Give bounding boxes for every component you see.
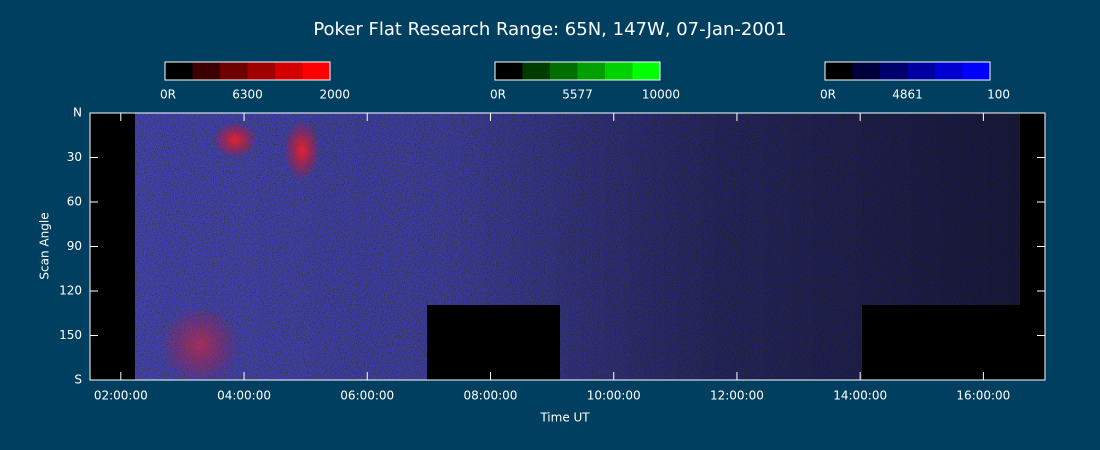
colorbar-label: 0R [490,88,506,102]
y-tick-label: N [73,106,82,120]
colorbar-cell [522,62,550,80]
x-tick-label: 06:00:00 [340,389,394,403]
x-axis-label: Time UT [539,411,590,425]
colorbar-cell [605,62,633,80]
colorbar-label: 6300 [232,88,263,102]
colorbar-label: 0R [160,88,176,102]
colorbar-cell [247,62,275,80]
y-tick-label: 150 [59,328,82,342]
y-tick-label: 60 [67,195,82,209]
colorbar-label: 0R [820,88,836,102]
colorbar-label: 4861 [892,88,923,102]
colorbar-cell [935,62,963,80]
colorbar-cell [165,62,193,80]
x-tick-label: 14:00:00 [833,389,887,403]
y-tick-label: S [74,373,82,387]
colorbar-cell [220,62,248,80]
x-tick-label: 10:00:00 [587,389,641,403]
colorbar-frame [824,61,991,81]
colorbar-cell [825,62,853,80]
colorbar-cell [852,62,880,80]
colorbar-cell [577,62,605,80]
x-tick-label: 02:00:00 [94,389,148,403]
colorbar-frame [164,61,331,81]
colorbar-cell [880,62,908,80]
keogram-image [90,113,1045,380]
colorbar-cell [192,62,220,80]
colorbar-cell [632,62,660,80]
colorbar-cell [962,62,990,80]
colorbar-cell [275,62,303,80]
colorbar-label: 10000 [642,88,680,102]
colorbar-cell [550,62,578,80]
colorbar-frame [494,61,661,81]
chart-title: Poker Flat Research Range: 65N, 147W, 07… [313,19,786,40]
colorbar-label: 5577 [562,88,593,102]
x-tick-label: 12:00:00 [710,389,764,403]
colorbar-label: 100 [987,88,1010,102]
x-tick-label: 08:00:00 [464,389,518,403]
x-tick-label: 04:00:00 [217,389,271,403]
x-tick-label: 16:00:00 [956,389,1010,403]
colorbar-cell [302,62,330,80]
y-tick-label: 120 [59,284,82,298]
y-tick-label: 90 [67,239,82,253]
colorbar-cell [907,62,935,80]
colorbar-label: 2000 [319,88,350,102]
y-tick-label: 30 [67,150,82,164]
colorbar-cell [495,62,523,80]
y-axis-label: Scan Angle [38,212,52,279]
